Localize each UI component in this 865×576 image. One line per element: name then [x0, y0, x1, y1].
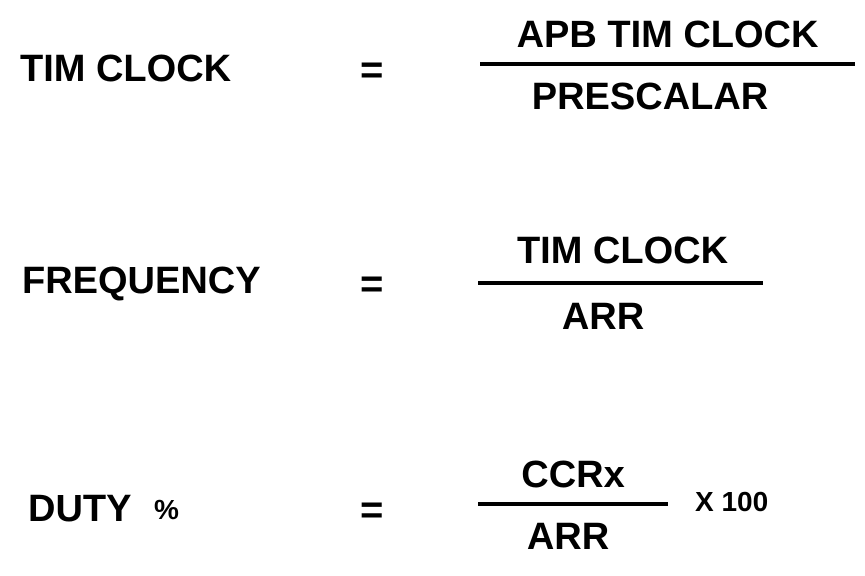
fraction-bar — [478, 281, 763, 285]
tim-clock-label: TIM CLOCK — [20, 48, 232, 90]
multiplier-x-100: X 100 — [695, 486, 769, 517]
denominator-prescalar: PRESCALAR — [531, 76, 769, 118]
numerator-ccrx: CCRx — [521, 454, 625, 496]
equals-sign: = — [360, 48, 384, 92]
denominator-arr: ARR — [526, 516, 610, 558]
numerator-tim-clock: TIM CLOCK — [516, 230, 729, 272]
duty-label: DUTY — [28, 488, 132, 530]
numerator-apb-tim-clock: APB TIM CLOCK — [516, 14, 819, 56]
equals-sign: = — [360, 488, 384, 532]
denominator-arr: ARR — [561, 296, 645, 338]
equals-sign: = — [360, 262, 384, 306]
fraction-bar — [478, 502, 668, 506]
frequency-label: FREQUENCY — [22, 260, 261, 302]
percent-sign: % — [154, 494, 179, 525]
fraction-bar — [480, 62, 855, 66]
